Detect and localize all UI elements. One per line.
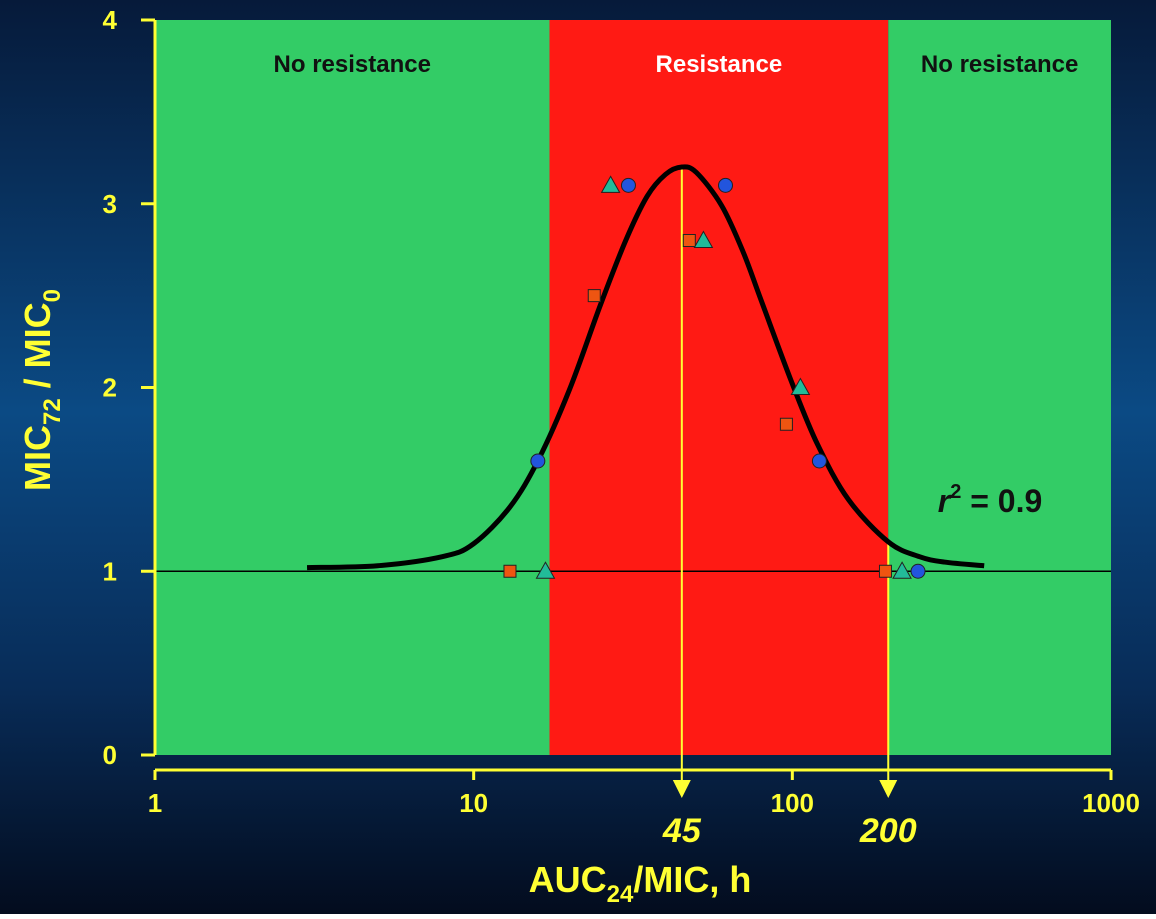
- y-tick-label: 1: [103, 556, 117, 586]
- fit-annotation: r2 = 0.9: [938, 481, 1043, 519]
- y-label-text: MIC: [17, 425, 58, 491]
- annotation-sup: 2: [950, 481, 961, 503]
- region: [888, 20, 1111, 755]
- point: [587, 289, 601, 303]
- x-tick-label: 1000: [1082, 788, 1140, 818]
- region: [155, 20, 550, 755]
- marker-label: 200: [859, 812, 917, 850]
- point: [892, 561, 912, 579]
- point: [620, 177, 636, 193]
- point: [503, 564, 517, 578]
- y-tick-label: 0: [103, 740, 117, 770]
- x-label-text: AUC: [529, 859, 607, 900]
- y-tick-label: 4: [103, 5, 118, 35]
- fit-curve: [306, 164, 985, 571]
- x-label-sub: 24: [607, 881, 634, 908]
- region-label: Resistance: [656, 51, 783, 78]
- y-tick-label: 2: [103, 373, 117, 403]
- y-label-sub: 0: [39, 289, 66, 302]
- annotation-text: = 0.9: [961, 483, 1042, 519]
- x-tick-label: 100: [771, 788, 814, 818]
- point: [693, 230, 714, 248]
- point: [811, 453, 827, 469]
- region: [549, 20, 889, 755]
- point: [878, 564, 892, 578]
- marker-label: 45: [662, 812, 702, 850]
- y-axis-label: MIC72 / MIC0: [17, 289, 66, 491]
- region-label: No resistance: [921, 51, 1078, 78]
- annotation-text: r: [938, 483, 952, 519]
- x-tick-label: 1: [148, 788, 162, 818]
- y-label-sub: 72: [39, 398, 66, 425]
- point: [600, 175, 621, 193]
- y-label-text: / MIC: [17, 302, 58, 398]
- y-tick-label: 3: [103, 189, 117, 219]
- x-tick-label: 10: [459, 788, 488, 818]
- point: [718, 177, 734, 193]
- point: [779, 417, 793, 431]
- plot-area: No resistance Resistance No resistance 0 1 2 3…: [103, 5, 1140, 850]
- point: [790, 377, 811, 395]
- x-axis-label: AUC24/MIC, h: [529, 859, 752, 908]
- point: [530, 453, 546, 469]
- x-label-text: /MIC, h: [633, 859, 751, 900]
- marker-arrow: [879, 780, 898, 798]
- region-label: No resistance: [274, 51, 431, 78]
- point: [910, 563, 926, 579]
- point: [682, 234, 696, 247]
- point: [535, 561, 556, 579]
- marker-arrow: [672, 780, 691, 798]
